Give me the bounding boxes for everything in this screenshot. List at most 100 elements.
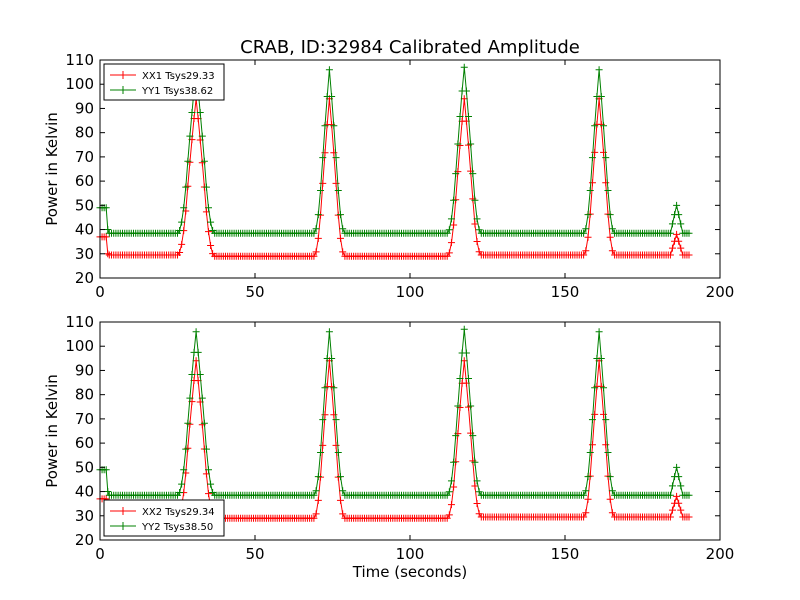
y-tick-label: 80 — [75, 386, 94, 404]
legend: XX1 Tsys29.33 YY1 Tsys38.62 — [103, 63, 225, 101]
data-point — [606, 233, 614, 241]
data-point — [471, 482, 479, 490]
x-tick-label: 150 — [551, 283, 580, 301]
data-point — [600, 122, 608, 130]
data-point — [602, 154, 610, 162]
data-point — [608, 225, 616, 233]
data-point — [675, 237, 683, 245]
data-point — [582, 247, 590, 255]
data-point — [588, 179, 596, 187]
data-point — [325, 66, 333, 74]
data-point — [205, 228, 212, 236]
data-point — [469, 432, 477, 440]
data-point — [310, 252, 318, 260]
data-point — [582, 225, 590, 233]
data-point — [445, 511, 453, 519]
data-point — [584, 495, 592, 503]
data-point — [196, 370, 204, 378]
series-1-1 — [96, 95, 693, 260]
data-point — [685, 229, 693, 237]
data-point — [186, 394, 194, 402]
data-point — [312, 487, 320, 495]
y-tick-label: 40 — [75, 221, 94, 239]
data-point — [184, 157, 192, 165]
data-point — [200, 157, 208, 165]
data-point — [176, 248, 184, 256]
data-point — [582, 487, 590, 495]
y-tick-label: 100 — [65, 75, 94, 93]
data-point — [334, 448, 342, 456]
y-tick-label: 20 — [75, 531, 94, 549]
data-point — [447, 239, 455, 247]
data-point — [685, 491, 693, 499]
data-point — [597, 355, 605, 363]
data-point — [588, 416, 596, 424]
data-point — [673, 201, 681, 209]
data-point — [462, 87, 470, 95]
data-point — [184, 419, 192, 427]
data-point — [600, 148, 608, 156]
y-tick-label: 110 — [65, 51, 94, 69]
x-tick-label: 200 — [706, 545, 735, 563]
x-axis-label: Time (seconds) — [352, 563, 468, 581]
data-point — [447, 477, 455, 485]
data-point — [600, 384, 608, 392]
data-point — [182, 445, 190, 453]
data-point — [310, 229, 318, 237]
data-point — [580, 229, 588, 237]
legend-label: XX1 Tsys29.33 — [142, 71, 215, 82]
data-point — [192, 357, 200, 365]
data-point — [339, 248, 347, 256]
data-point — [608, 247, 616, 255]
y-tick-label: 90 — [75, 361, 94, 379]
y-tick-label: 30 — [75, 245, 94, 263]
data-point — [467, 402, 475, 410]
data-point — [314, 473, 322, 481]
data-point — [310, 491, 318, 499]
data-point — [473, 238, 481, 246]
y-tick-label: 20 — [75, 269, 94, 287]
data-point — [604, 448, 612, 456]
y-tick-label: 40 — [75, 483, 94, 501]
legend-label: YY2 Tsys38.50 — [141, 522, 213, 533]
data-point — [321, 122, 329, 130]
data-point — [328, 93, 336, 101]
data-point — [182, 183, 190, 191]
data-point — [178, 480, 186, 488]
data-point — [321, 384, 329, 392]
data-point — [194, 348, 202, 356]
data-point — [332, 179, 340, 187]
y-tick-label: 60 — [75, 172, 94, 190]
y-tick-label: 70 — [75, 410, 94, 428]
data-point — [336, 234, 344, 242]
data-point — [465, 113, 473, 121]
data-point — [332, 416, 340, 424]
data-point — [591, 384, 599, 392]
data-point — [330, 122, 338, 130]
y-tick-label: 30 — [75, 507, 94, 525]
data-point — [588, 154, 596, 162]
data-point — [675, 473, 683, 481]
data-point — [339, 487, 347, 495]
data-point — [584, 233, 592, 241]
y-tick-label: 100 — [65, 337, 94, 355]
data-point — [178, 240, 186, 248]
data-point — [314, 211, 322, 219]
data-point — [582, 509, 590, 517]
data-point — [602, 441, 610, 449]
data-point — [312, 248, 320, 256]
data-point — [685, 251, 693, 259]
data-point — [317, 186, 325, 194]
x-tick-label: 150 — [551, 545, 580, 563]
data-point — [102, 233, 110, 241]
data-point — [104, 250, 112, 258]
data-point — [580, 251, 588, 259]
data-point — [471, 196, 479, 204]
data-point — [597, 93, 605, 101]
data-point — [186, 132, 194, 140]
x-tick-label: 50 — [245, 545, 264, 563]
data-point — [180, 466, 188, 474]
data-point — [196, 108, 204, 116]
data-point — [207, 242, 215, 250]
